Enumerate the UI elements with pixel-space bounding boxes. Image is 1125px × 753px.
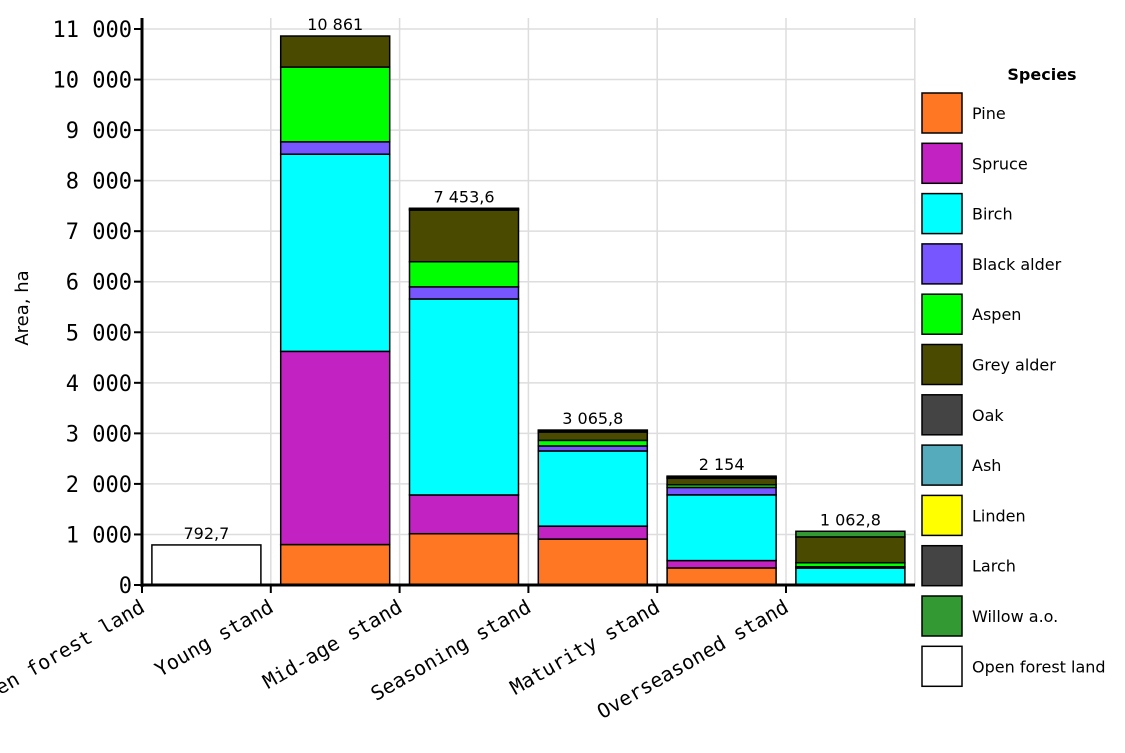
bar-segment bbox=[795, 567, 906, 586]
legend-swatch bbox=[921, 494, 963, 537]
bar-segment bbox=[279, 66, 391, 143]
legend-label: Willow a.o. bbox=[972, 607, 1058, 626]
bar-segment bbox=[408, 286, 520, 300]
bar-segment bbox=[666, 567, 777, 586]
gridlines bbox=[142, 18, 916, 585]
legend-swatch bbox=[921, 92, 963, 134]
bar-segment bbox=[537, 445, 649, 452]
bar-segment bbox=[537, 431, 649, 442]
bar-total-label: 2 154 bbox=[699, 455, 745, 474]
bar-segment bbox=[537, 429, 649, 432]
bar-segment bbox=[279, 141, 391, 155]
bar-segment bbox=[666, 475, 777, 478]
bar-segment bbox=[408, 298, 520, 496]
bar-segment bbox=[795, 530, 906, 538]
legend-label: Black alder bbox=[972, 255, 1062, 274]
y-tick-label: 4 000 bbox=[66, 372, 132, 397]
y-tick-label: 3 000 bbox=[66, 422, 132, 447]
bar-segment bbox=[537, 439, 649, 447]
legend-label: Ash bbox=[972, 456, 1001, 475]
legend-label: Linden bbox=[972, 506, 1026, 525]
legend-swatch bbox=[921, 595, 963, 637]
y-tick-label: 0 bbox=[119, 574, 132, 599]
legend-title: Species bbox=[1007, 65, 1076, 84]
legend-swatch bbox=[921, 293, 963, 335]
bar-segment bbox=[408, 209, 520, 263]
legend-swatch bbox=[921, 444, 963, 486]
legend-label: Larch bbox=[972, 557, 1016, 576]
bar-segment bbox=[279, 35, 391, 68]
legend-label: Birch bbox=[972, 205, 1013, 224]
y-tick-label: 11 000 bbox=[53, 18, 132, 43]
legend-swatch bbox=[921, 544, 963, 587]
y-tick-label: 1 000 bbox=[66, 523, 132, 548]
bar-total-label: 10 861 bbox=[307, 15, 363, 34]
bar-segment bbox=[795, 536, 906, 564]
bar-total-label: 792,7 bbox=[183, 524, 229, 543]
legend-label: Oak bbox=[972, 406, 1004, 425]
bar-segment bbox=[666, 494, 777, 562]
legend-label: Spruce bbox=[972, 154, 1028, 173]
bar-segment bbox=[666, 559, 777, 569]
bars: 792,7 10 861 7 453,6 3 065,8 2 154 1 062,8 bbox=[151, 15, 906, 586]
legend-swatch bbox=[921, 243, 963, 285]
legend-swatch bbox=[921, 142, 963, 185]
y-tick-label: 10 000 bbox=[53, 69, 132, 94]
bar-segment bbox=[408, 207, 520, 210]
bar-segment bbox=[279, 543, 391, 586]
bar-segment bbox=[537, 525, 649, 540]
bar-segment bbox=[666, 477, 777, 486]
legend-label: Grey alder bbox=[972, 356, 1056, 375]
legend-label: Open forest land bbox=[972, 657, 1106, 676]
legend-label: Pine bbox=[972, 104, 1006, 123]
y-tick-label: 7 000 bbox=[66, 220, 132, 245]
y-tick-label: 6 000 bbox=[66, 271, 132, 296]
bar-total-label: 1 062,8 bbox=[820, 510, 881, 529]
y-axis-label: Area, ha bbox=[12, 270, 33, 345]
y-tick-label: 9 000 bbox=[66, 119, 132, 144]
bar-segment bbox=[537, 450, 649, 527]
bar-segment bbox=[408, 494, 520, 535]
bar-segment bbox=[666, 486, 777, 496]
legend-swatch bbox=[921, 343, 963, 386]
x-tick-label: Young stand bbox=[151, 595, 278, 682]
bar-total-label: 3 065,8 bbox=[562, 409, 623, 428]
y-tick-label: 2 000 bbox=[66, 473, 132, 498]
bar-segment bbox=[279, 350, 391, 546]
bar-segment bbox=[151, 544, 262, 586]
y-tick-label: 8 000 bbox=[66, 170, 132, 195]
bar-segment bbox=[279, 153, 391, 353]
legend-swatch bbox=[921, 192, 963, 235]
legend-swatch bbox=[921, 645, 963, 688]
bar-segment bbox=[408, 532, 520, 586]
y-tick-label: 5 000 bbox=[66, 321, 132, 346]
x-tick-label: Open forest land bbox=[0, 595, 149, 712]
bar-segment bbox=[537, 538, 649, 586]
bar-total-label: 7 453,6 bbox=[433, 187, 494, 206]
legend: Species Pine Spruce Birch Black alder Aspen Gr… bbox=[921, 65, 1106, 688]
legend-label: Aspen bbox=[972, 305, 1021, 324]
legend-swatch bbox=[921, 394, 963, 436]
bar-segment bbox=[408, 260, 520, 288]
